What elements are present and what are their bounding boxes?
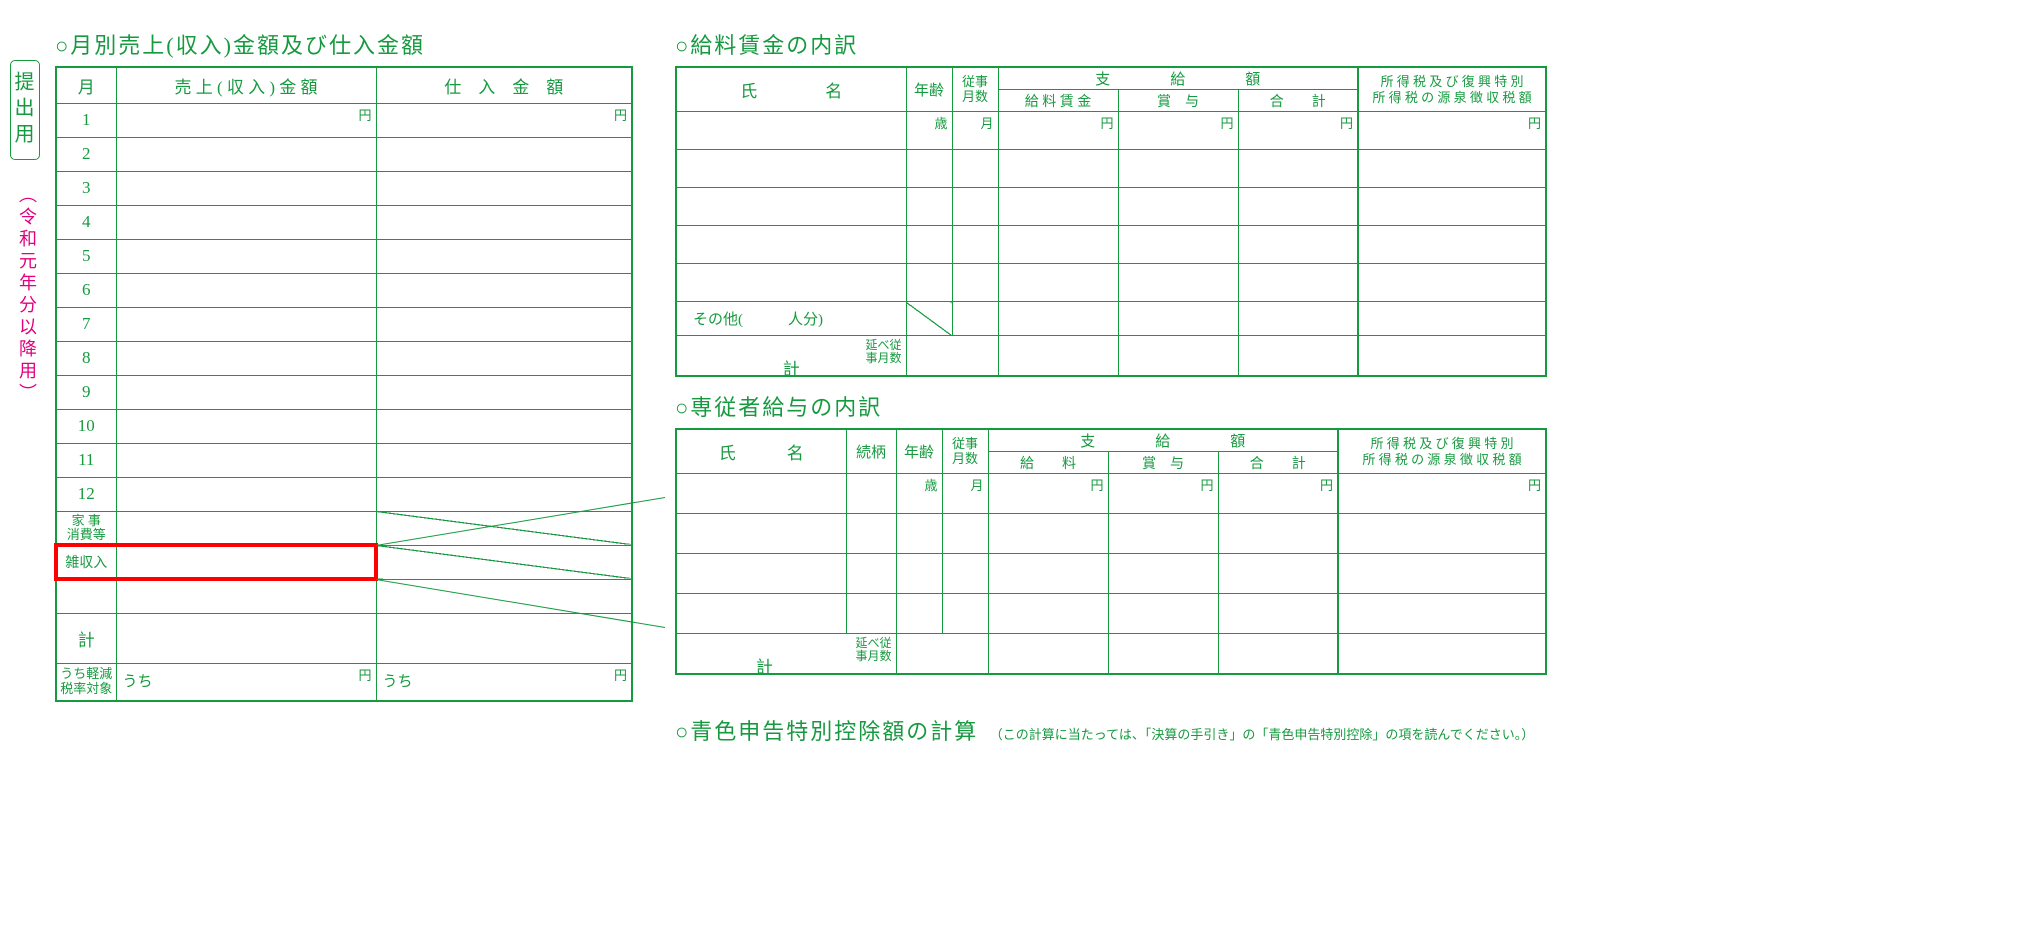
side-label-submit: 提出用 bbox=[10, 60, 40, 160]
aoiro-note: （この計算に当たっては、「決算の手引き」の「青色申告特別控除」の項を読んでくださ… bbox=[990, 727, 1534, 742]
salary-title: ○給料賃金の内訳 bbox=[675, 28, 1545, 60]
salary-section: ○給料賃金の内訳 氏 名年齢従事 月数支 給 額所 得 税 及 び 復 興 特 … bbox=[675, 28, 1545, 377]
aoiro-title: ○青色申告特別控除額の計算 bbox=[675, 719, 978, 744]
side-label-year: （令和元年分以降用） bbox=[10, 185, 40, 405]
monthly-title: ○月別売上(収入)金額及び仕入金額 bbox=[55, 28, 631, 60]
aoiro-title-block: ○青色申告特別控除額の計算 （この計算に当たっては、「決算の手引き」の「青色申告… bbox=[675, 714, 1545, 746]
senjuu-title: ○専従者給与の内訳 bbox=[675, 390, 1545, 422]
senjuu-section: ○専従者給与の内訳 氏 名続柄年齢従事 月数支 給 額所 得 税 及 び 復 興… bbox=[675, 390, 1545, 675]
monthly-section: ○月別売上(収入)金額及び仕入金額 月売 上 ( 収 入 ) 金 額仕 入 金 … bbox=[55, 28, 631, 702]
salary-table: 氏 名年齢従事 月数支 給 額所 得 税 及 び 復 興 特 別 所 得 税 の… bbox=[675, 66, 1547, 377]
senjuu-table: 氏 名続柄年齢従事 月数支 給 額所 得 税 及 び 復 興 特 別 所 得 税… bbox=[675, 428, 1547, 675]
